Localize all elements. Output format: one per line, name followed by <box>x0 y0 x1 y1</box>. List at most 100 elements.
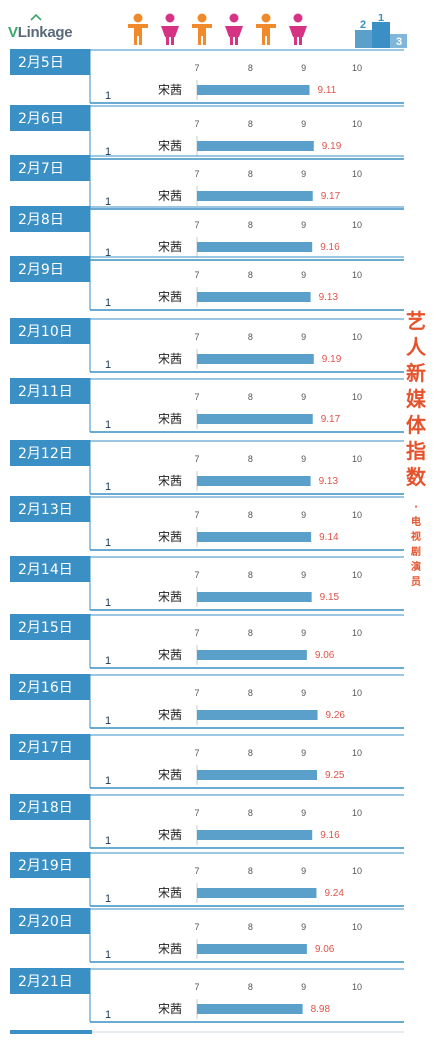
x-tick-label: 8 <box>248 922 253 932</box>
value-bar <box>197 292 311 302</box>
x-tick-label: 7 <box>194 570 199 580</box>
x-tick-label: 9 <box>301 119 306 129</box>
date-label: 2月11日 <box>18 384 73 400</box>
x-tick-label: 7 <box>194 922 199 932</box>
date-tab <box>10 556 90 582</box>
x-tick-label: 9 <box>301 332 306 342</box>
x-tick-label: 8 <box>248 169 253 179</box>
x-tick-label: 10 <box>352 220 362 230</box>
x-tick-label: 9 <box>301 748 306 758</box>
podium-number-1: 1 <box>378 14 384 24</box>
artist-name: 宋茜 <box>158 138 182 153</box>
value-label: 8.98 <box>311 1004 331 1015</box>
value-label: 9.19 <box>322 141 342 152</box>
date-tab <box>10 105 90 131</box>
date-tab <box>10 614 90 640</box>
rank-label: 1 <box>105 196 111 208</box>
date-label: 2月19日 <box>18 858 73 874</box>
date-tab <box>10 256 90 282</box>
date-label: 2月18日 <box>18 800 73 816</box>
x-tick-label: 10 <box>352 270 362 280</box>
side-subtitle-char: 员 <box>411 577 421 588</box>
side-title-char: 指 <box>406 439 426 463</box>
date-label: 2月7日 <box>18 161 64 177</box>
side-title-char: 体 <box>406 413 426 437</box>
person-male-icon <box>256 13 276 45</box>
side-title-char: 数 <box>406 465 426 489</box>
value-bar <box>197 650 307 660</box>
x-tick-label: 10 <box>352 982 362 992</box>
value-bar <box>197 1004 303 1014</box>
date-tab <box>10 794 90 820</box>
value-label: 9.13 <box>319 476 339 487</box>
date-label: 2月6日 <box>18 111 64 127</box>
value-label: 9.24 <box>324 888 344 899</box>
value-bar <box>197 141 314 151</box>
x-tick-label: 7 <box>194 510 199 520</box>
day-row: 2月8日 7 8 9 10 1 宋茜 9.16 <box>10 206 404 261</box>
x-tick-label: 8 <box>248 220 253 230</box>
side-subtitle: · 电 视 剧 演 员 <box>398 500 434 590</box>
x-tick-label: 9 <box>301 454 306 464</box>
date-label: 2月17日 <box>18 740 73 756</box>
x-tick-label: 10 <box>352 63 362 73</box>
date-tab <box>10 49 90 75</box>
logo-house-icon <box>30 14 42 21</box>
value-label: 9.19 <box>322 354 342 365</box>
rank-label: 1 <box>105 1009 111 1021</box>
x-tick-label: 9 <box>301 922 306 932</box>
x-tick-label: 10 <box>352 454 362 464</box>
x-tick-label: 7 <box>194 392 199 402</box>
date-tab <box>10 852 90 878</box>
x-tick-label: 8 <box>248 119 253 129</box>
x-tick-label: 8 <box>248 982 253 992</box>
date-label: 2月20日 <box>18 914 73 930</box>
value-label: 9.11 <box>318 85 337 96</box>
day-row: 2月5日 7 8 9 10 1 宋茜 9.11 <box>10 49 404 104</box>
artist-name: 宋茜 <box>158 707 182 722</box>
value-bar <box>197 710 318 720</box>
x-tick-label: 8 <box>248 570 253 580</box>
value-bar <box>197 354 314 364</box>
x-tick-label: 7 <box>194 866 199 876</box>
x-tick-label: 9 <box>301 688 306 698</box>
x-tick-label: 8 <box>248 866 253 876</box>
side-title-char: 新 <box>406 361 426 385</box>
value-bar <box>197 191 313 201</box>
rank-label: 1 <box>105 715 111 727</box>
side-subtitle-char: 演 <box>411 562 421 573</box>
artist-name: 宋茜 <box>158 289 182 304</box>
day-row: 2月10日 7 8 9 10 1 宋茜 9.19 <box>10 318 404 373</box>
day-row: 2月16日 7 8 9 10 1 宋茜 9.26 <box>10 674 404 729</box>
date-label: 2月9日 <box>18 262 64 278</box>
date-tab <box>10 318 90 344</box>
date-label: 2月12日 <box>18 446 73 462</box>
side-subtitle-char: 视 <box>411 532 421 543</box>
x-tick-label: 10 <box>352 332 362 342</box>
rank-label: 1 <box>105 655 111 667</box>
podium-icon: 2 1 3 <box>355 14 407 48</box>
day-row: 2月19日 7 8 9 10 1 宋茜 9.24 <box>10 852 404 907</box>
people-icons <box>128 13 307 45</box>
x-tick-label: 8 <box>248 454 253 464</box>
day-row: 2月6日 7 8 9 10 1 宋茜 9.19 <box>10 105 404 160</box>
x-tick-label: 7 <box>194 688 199 698</box>
artist-name: 宋茜 <box>158 885 182 900</box>
day-row: 2月13日 7 8 9 10 1 宋茜 9.14 <box>10 496 404 551</box>
x-tick-label: 10 <box>352 866 362 876</box>
rank-label: 1 <box>105 419 111 431</box>
x-tick-label: 7 <box>194 808 199 818</box>
value-label: 9.17 <box>321 191 341 202</box>
date-tab <box>10 206 90 232</box>
x-tick-label: 10 <box>352 570 362 580</box>
artist-name: 宋茜 <box>158 767 182 782</box>
value-label: 9.15 <box>320 592 340 603</box>
side-title-char: 媒 <box>406 387 426 411</box>
date-tab <box>10 440 90 466</box>
value-bar <box>197 414 313 424</box>
x-tick-label: 9 <box>301 63 306 73</box>
value-bar <box>197 770 317 780</box>
day-row: 2月14日 7 8 9 10 1 宋茜 9.15 <box>10 556 404 611</box>
rank-label: 1 <box>105 297 111 309</box>
